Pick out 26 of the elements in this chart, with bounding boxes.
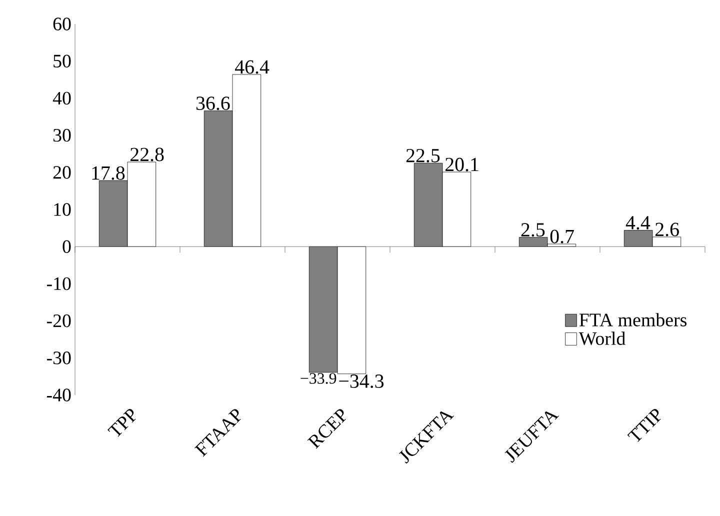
data-label: 22.5 [406,148,440,162]
data-label: 36.6 [196,96,230,110]
y-tick-label: 30 [53,128,71,142]
data-label: 2.5 [521,223,545,237]
data-label: 4.4 [626,216,650,230]
y-tick-label: 20 [53,166,71,179]
data-label: 2.6 [655,222,679,236]
y-tick-label: -30 [46,352,71,364]
y-tick-label: -10 [46,277,71,290]
data-label: 0.7 [550,230,574,244]
x-tick-label: TPP [108,409,136,437]
y-tick-label: 0 [62,240,71,253]
y-tick-label: 40 [52,92,71,105]
y-tick-label: -40 [46,388,71,402]
data-label: −33.9 [300,373,336,384]
y-tick-label: 60 [53,18,71,30]
y-tick-label: -20 [46,314,71,328]
legend-label: World [578,332,626,346]
y-tick-label: 10 [54,203,71,216]
data-label: 17.8 [92,166,125,180]
legend-label: FTA members [579,313,687,326]
data-label: −34.3 [339,374,384,388]
data-label: 22.8 [130,148,164,162]
y-tick-label: 50 [54,54,71,68]
data-label: 46.4 [235,60,270,74]
data-label: 20.1 [445,158,478,172]
